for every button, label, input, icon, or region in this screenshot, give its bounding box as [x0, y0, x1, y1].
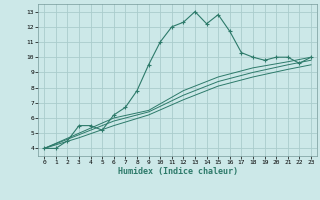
- X-axis label: Humidex (Indice chaleur): Humidex (Indice chaleur): [118, 167, 238, 176]
